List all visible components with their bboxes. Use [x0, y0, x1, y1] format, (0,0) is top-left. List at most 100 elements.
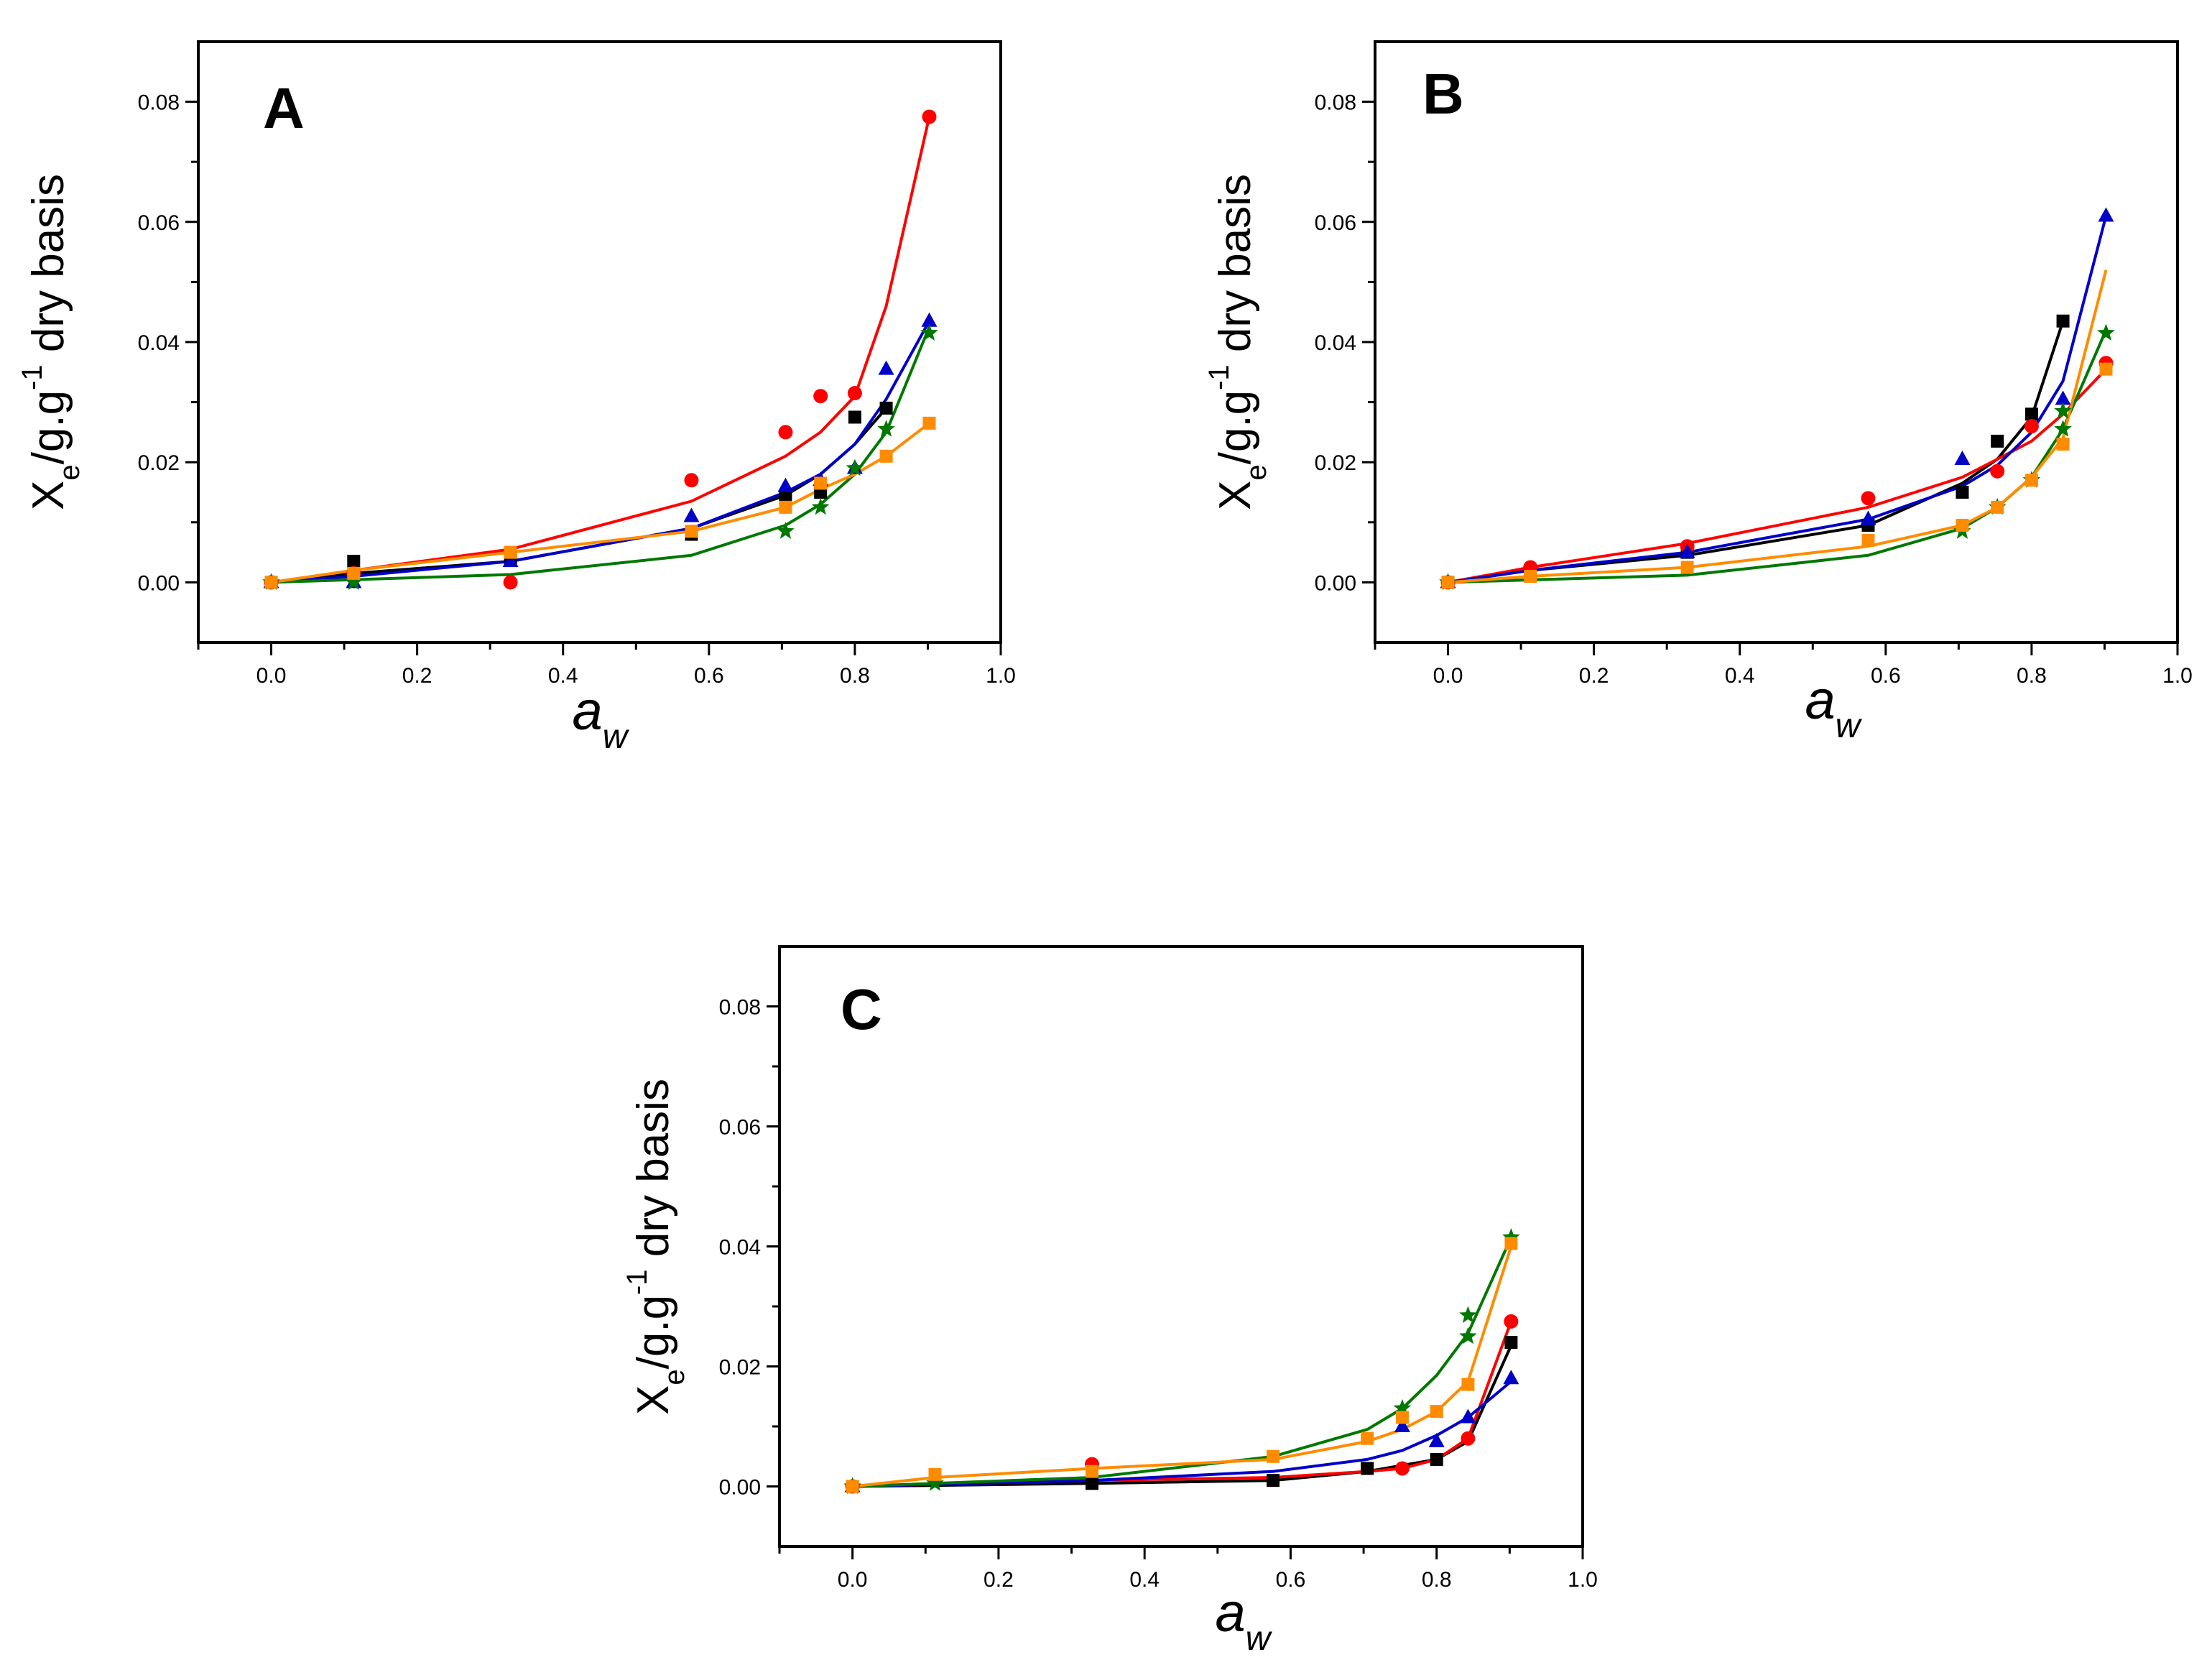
data-point-orange: [846, 1480, 859, 1493]
data-point-orange: [264, 576, 278, 589]
panel-a-x-tick-labels: 0.0 0.2 0.4 0.6 0.8 1.0: [256, 664, 1016, 688]
panel-b-y-axis-label: Xe/g.g-1 dry basis: [1203, 174, 1272, 510]
data-point-blue: [921, 312, 938, 327]
data-point-blue: [777, 477, 794, 492]
data-point-red: [847, 386, 862, 401]
data-point-blue: [1679, 543, 1695, 558]
y-axis-label-rest: dry basis: [1211, 174, 1260, 364]
data-point-orange: [1680, 561, 1694, 574]
data-point-red: [1504, 1314, 1519, 1329]
data-point-green: [920, 323, 938, 341]
series-line-black: [1448, 320, 2065, 584]
data-point-green: [2097, 323, 2115, 341]
x-axis-label-main: a: [1805, 670, 1836, 731]
data-point-black: [1991, 434, 2004, 448]
panel-a: 0.0 0.2 0.4 0.6 0.8 1.0 0.00 0.02 0.04 0…: [17, 40, 1016, 756]
data-point-orange: [1267, 1449, 1280, 1463]
y-tick-label: 0.02: [1315, 451, 1356, 475]
x-tick-label: 0.8: [2017, 664, 2047, 688]
x-tick-label: 0.0: [1433, 664, 1463, 688]
data-point-green: [1502, 1228, 1520, 1245]
y-tick-label: 0.02: [138, 451, 180, 475]
panel-a-ticks: [185, 101, 1002, 655]
y-axis-label-rest: dry basis: [24, 174, 73, 364]
x-tick-label: 0.2: [984, 1568, 1014, 1592]
data-point-orange: [685, 525, 698, 538]
y-axis-label-x: X: [24, 481, 73, 510]
data-point-orange: [879, 449, 893, 463]
panel-c-series: [843, 1228, 1520, 1494]
data-point-red: [922, 109, 937, 124]
data-point-black: [2024, 407, 2038, 421]
y-tick-label: 0.00: [138, 571, 180, 595]
series-line-orange: [852, 1245, 1513, 1488]
y-tick-label: 0.06: [719, 1116, 761, 1140]
panel-c-label: C: [841, 977, 882, 1041]
data-point-black: [1956, 486, 1969, 499]
data-point-blue: [502, 553, 519, 568]
data-point-black: [848, 410, 861, 424]
data-point-green: [877, 420, 895, 437]
data-point-green: [811, 497, 830, 515]
series-line-green: [271, 326, 931, 584]
series-line-black: [271, 407, 888, 584]
panel-a-frame: [197, 40, 1002, 644]
series-line-red: [852, 1321, 1513, 1488]
y-tick-label: 0.00: [719, 1476, 761, 1500]
data-point-orange: [928, 1467, 942, 1481]
y-tick-label: 0.04: [719, 1236, 761, 1260]
y-tick-label: 0.08: [719, 996, 761, 1020]
series-line-blue: [1448, 215, 2108, 584]
data-point-blue: [683, 507, 700, 522]
data-point-blue: [1394, 1418, 1410, 1432]
panel-c-y-tick-labels: 0.00 0.02 0.04 0.06 0.08: [719, 996, 761, 1500]
y-axis-label-unit: /g.g: [629, 1295, 678, 1369]
data-point-green: [2054, 402, 2072, 419]
y-axis-label-e: e: [54, 464, 85, 480]
data-point-red: [1990, 463, 2005, 479]
data-point-orange: [2024, 474, 2038, 487]
series-line-red: [271, 116, 931, 584]
panel-b-label: B: [1422, 62, 1464, 126]
x-axis-label-sub: w: [1836, 707, 1863, 745]
y-axis-label-x: X: [629, 1385, 678, 1415]
x-tick-label: 0.4: [1129, 1568, 1160, 1592]
data-point-green: [1393, 1399, 1412, 1416]
x-axis-label-sub: w: [603, 718, 630, 756]
x-tick-label: 0.4: [1725, 664, 1755, 688]
panel-c: 0.0 0.2 0.4 0.6 0.8 1.0 0.00 0.02 0.04 0…: [621, 945, 1598, 1658]
panel-a-x-axis-label: aw: [573, 681, 630, 756]
y-axis-label-exp: -1: [621, 1269, 653, 1295]
panel-a-y-axis-label: Xe/g.g-1 dry basis: [17, 174, 85, 510]
panel-b-y-tick-labels: 0.00 0.02 0.04 0.06 0.08: [1315, 91, 1356, 596]
panel-a-y-tick-labels: 0.00 0.02 0.04 0.06 0.08: [138, 91, 180, 596]
data-point-green: [1459, 1306, 1477, 1323]
y-axis-label-x: X: [1211, 481, 1260, 510]
data-point-black: [347, 555, 361, 568]
data-point-orange: [922, 416, 936, 430]
data-point-red: [813, 389, 828, 404]
x-axis-label-sub: w: [1246, 1620, 1273, 1658]
panel-c-frame: [778, 945, 1584, 1548]
y-axis-label-e: e: [1241, 464, 1272, 480]
x-tick-label: 0.8: [840, 664, 870, 688]
panel-c-x-tick-labels: 0.0 0.2 0.4 0.6 0.8 1.0: [838, 1568, 1598, 1592]
data-point-red: [503, 575, 518, 590]
y-axis-label-e: e: [659, 1369, 690, 1385]
y-tick-label: 0.04: [1315, 331, 1356, 355]
panel-a-series: [262, 109, 938, 590]
y-axis-label-rest: dry basis: [629, 1079, 678, 1269]
panel-b-ticks: [1362, 101, 2179, 655]
data-point-black: [1361, 1462, 1374, 1475]
y-axis-label-exp: -1: [1203, 364, 1235, 390]
panel-b: 0.0 0.2 0.4 0.6 0.8 1.0 0.00 0.02 0.04 0…: [1203, 40, 2193, 745]
y-axis-label-unit: /g.g: [24, 390, 73, 464]
data-point-black: [1086, 1477, 1099, 1490]
panel-c-x-axis-label: aw: [1216, 1582, 1273, 1658]
y-tick-label: 0.08: [138, 91, 180, 115]
panel-c-ticks: [767, 1005, 1584, 1559]
panel-c-y-axis-label: Xe/g.g-1 dry basis: [621, 1079, 690, 1415]
data-point-green: [926, 1474, 944, 1491]
x-tick-label: 0.2: [402, 664, 432, 688]
